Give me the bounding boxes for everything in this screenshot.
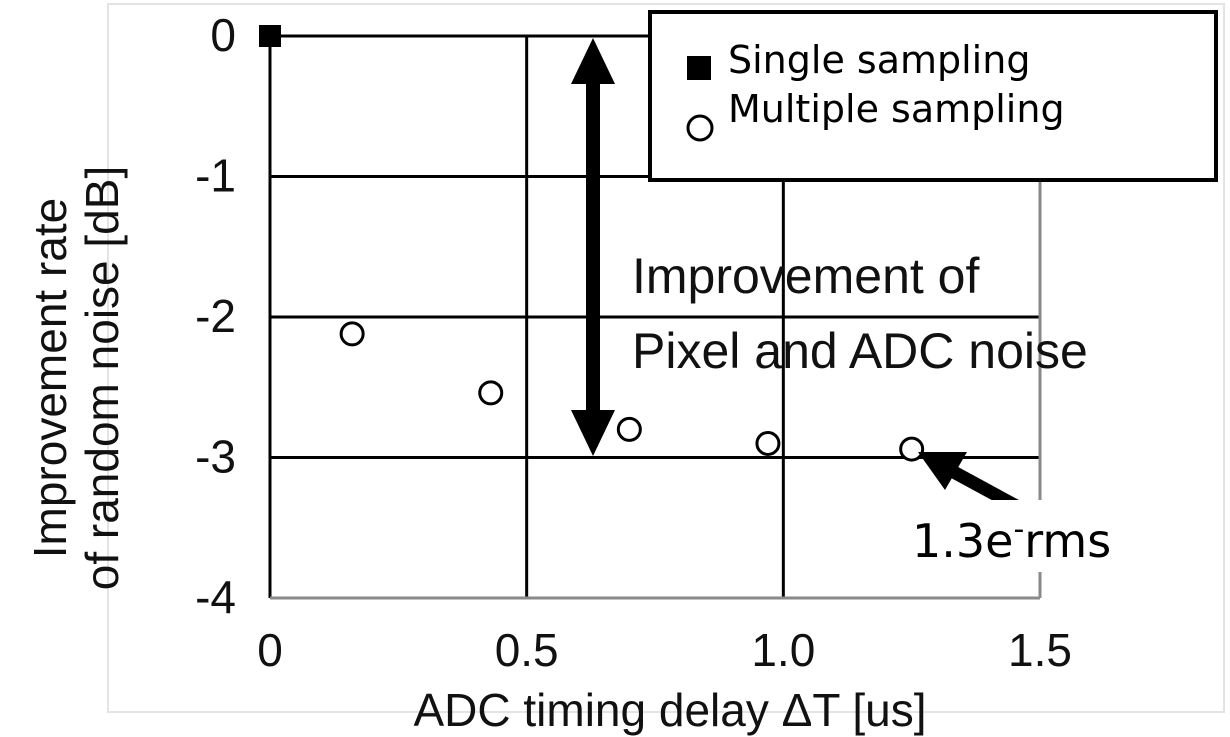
improvement-annotation: Improvement of Pixel and ADC noise [632, 248, 1088, 379]
legend: Single sampling Multiple sampling [648, 10, 1218, 182]
axes [268, 36, 1040, 600]
multiple-sampling-point [478, 380, 504, 406]
legend-multiple-sampling-marker [686, 114, 714, 142]
legend-single-sampling-label: Single sampling [728, 38, 1030, 82]
rms-label: 1.3e-rms [912, 512, 1111, 568]
rms-arrow [918, 452, 1024, 514]
y-tick-label: -1 [195, 150, 236, 202]
y-tick-labels: 0 -1 -2 -3 -4 [195, 9, 236, 623]
x-tick-label: 0 [257, 624, 283, 676]
single-sampling-point [259, 25, 281, 47]
y-tick-label: -2 [195, 290, 236, 342]
y-tick-label: -4 [195, 571, 236, 623]
legend-single-sampling-marker [687, 56, 711, 80]
multiple-sampling-point [899, 436, 925, 462]
improvement-arrow [571, 38, 615, 456]
x-tick-label: 0.5 [495, 624, 559, 676]
figure-border [107, 3, 1225, 713]
y-tick-label: -3 [195, 431, 236, 483]
y-axis-title-line-2: of random noise [dB] [76, 166, 128, 590]
y-axis-title-line-1: Improvement rate [24, 198, 76, 558]
multiple-sampling-point [339, 321, 365, 347]
rms-label-background [905, 500, 1150, 572]
legend-box [648, 10, 1218, 182]
legend-multiple-sampling-label: Multiple sampling [728, 87, 1065, 131]
improvement-annotation-line-2: Pixel and ADC noise [632, 323, 1088, 379]
x-tick-labels: 0 0.5 1.0 1.5 [257, 624, 1072, 676]
y-tick-label: 0 [210, 9, 236, 61]
x-axis-title: ADC timing delay ΔT [us] [413, 684, 926, 736]
multiple-sampling-point [755, 430, 781, 456]
x-tick-label: 1.0 [751, 624, 815, 676]
multiple-sampling-point [616, 416, 642, 442]
improvement-annotation-line-1: Improvement of [632, 248, 979, 304]
y-axis-title: Improvement rate of random noise [dB] [24, 166, 128, 590]
x-tick-label: 1.5 [1008, 624, 1072, 676]
data-series [259, 25, 925, 462]
